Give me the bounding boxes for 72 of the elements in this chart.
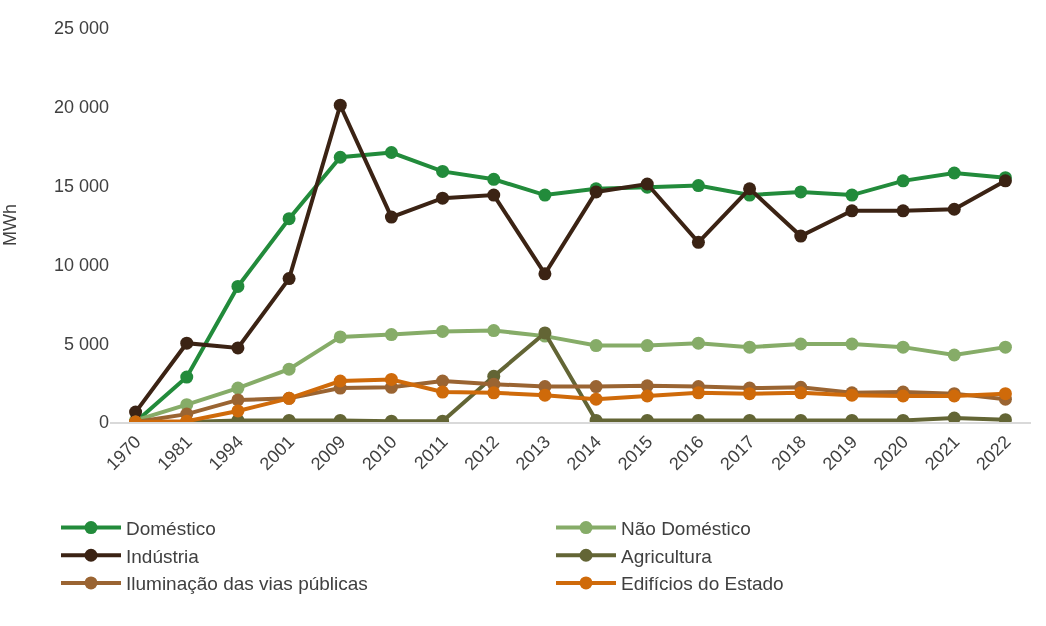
point [845, 188, 859, 202]
point [436, 191, 450, 205]
point [691, 235, 705, 249]
point [487, 188, 501, 202]
point [487, 172, 501, 186]
point [947, 202, 961, 216]
point [640, 339, 654, 353]
y-axis-title: MWh [0, 204, 20, 246]
point [947, 166, 961, 180]
point [691, 386, 705, 400]
point [282, 362, 296, 376]
legend-label: Doméstico [126, 517, 216, 539]
point [333, 150, 347, 164]
y-tick-label: 15 000 [53, 175, 109, 196]
point [231, 381, 245, 395]
point [180, 370, 194, 384]
point [538, 388, 552, 402]
y-tick-label: 0 [98, 412, 109, 433]
point [845, 204, 859, 218]
point [794, 386, 808, 400]
legend-label: Edifícios do Estado [621, 573, 784, 595]
point [231, 393, 245, 407]
point [998, 387, 1012, 401]
point [794, 337, 808, 351]
point [333, 98, 347, 112]
point [231, 279, 245, 293]
point [794, 229, 808, 243]
point [589, 392, 603, 406]
point [487, 324, 501, 338]
point [231, 404, 245, 418]
point [640, 389, 654, 403]
point [384, 146, 398, 159]
point [180, 336, 194, 350]
point [896, 389, 910, 403]
point [947, 348, 961, 362]
point [538, 188, 552, 202]
point [691, 179, 705, 193]
legend-label: Não Doméstico [621, 517, 751, 539]
point [384, 328, 398, 342]
point [998, 340, 1012, 354]
point [743, 387, 757, 401]
point [743, 182, 757, 196]
point [589, 380, 603, 394]
point [947, 411, 961, 422]
point [436, 164, 450, 178]
y-tick-label: 5 000 [63, 333, 109, 354]
legend-label: Iluminação das vias públicas [126, 573, 368, 595]
point [845, 337, 859, 351]
point [794, 185, 808, 199]
point [896, 204, 910, 218]
point [436, 374, 450, 388]
point [231, 341, 245, 355]
point [384, 372, 398, 386]
point [896, 340, 910, 354]
point [333, 330, 347, 344]
point [487, 386, 501, 400]
point [282, 212, 296, 226]
point [538, 267, 552, 281]
point [691, 336, 705, 350]
legend-label: Indústria [126, 545, 200, 567]
point [333, 374, 347, 388]
y-tick-label: 10 000 [53, 254, 109, 275]
point [436, 324, 450, 338]
y-tick-label: 25 000 [53, 18, 109, 39]
point [384, 210, 398, 224]
y-tick-label: 20 000 [53, 97, 109, 118]
point [743, 340, 757, 354]
point [896, 174, 910, 188]
legend-label: Agricultura [621, 545, 713, 567]
point [589, 339, 603, 353]
point [282, 272, 296, 286]
point [436, 385, 450, 399]
